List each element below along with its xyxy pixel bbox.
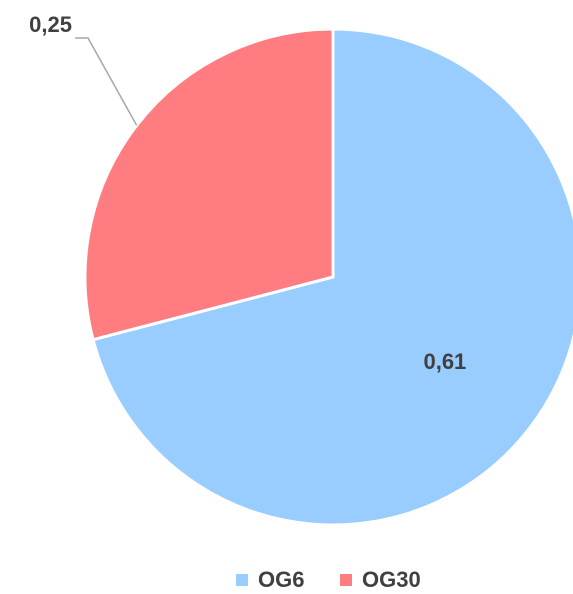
legend-label: OG6	[258, 567, 304, 592]
leader-line	[75, 37, 138, 126]
pie-slice	[83, 27, 335, 342]
legend-label: OG30	[362, 567, 421, 592]
legend-swatch	[236, 574, 248, 586]
legend-swatch	[340, 574, 352, 586]
data-label: 0,61	[423, 349, 466, 374]
data-label: 0,25	[29, 12, 72, 37]
